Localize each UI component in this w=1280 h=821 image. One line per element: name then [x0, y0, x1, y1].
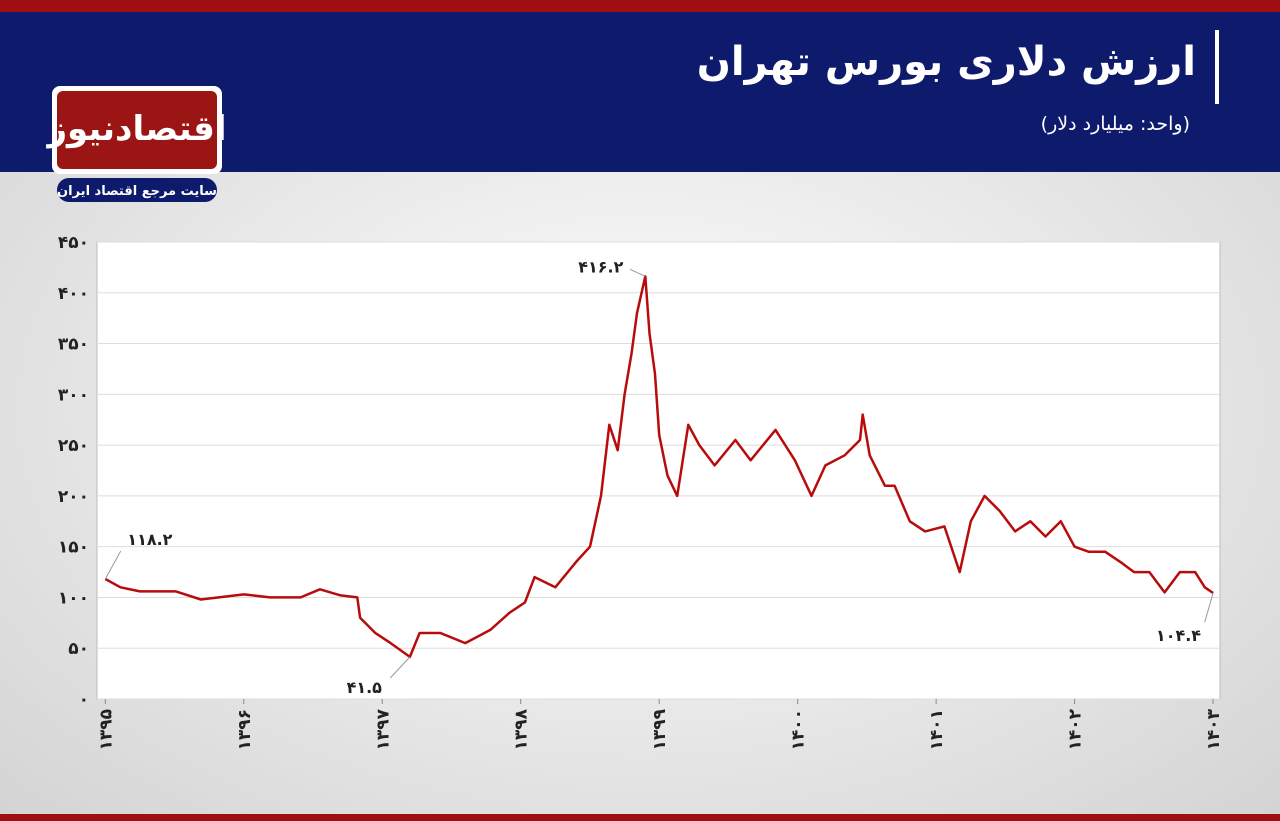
annotation-leader: [629, 268, 646, 277]
logo-text: اقتصادنیوز: [45, 109, 226, 149]
x-tick-label: ۱۴۰۳: [1204, 708, 1224, 750]
x-tick-label: ۱۳۹۵: [96, 709, 116, 751]
data-line: [104, 275, 1214, 659]
annotation: ۱۰۴.۴: [1156, 626, 1201, 645]
x-tick-label: ۱۴۰۱: [927, 709, 947, 751]
y-tick-label: ۴۰۰: [58, 284, 89, 304]
y-tick-label: ۱۵۰: [58, 538, 89, 558]
annotation: ۴۱۶.۲: [578, 257, 623, 276]
y-tick-label: ۲۰۰: [58, 487, 89, 507]
x-tick-label: ۱۳۹۸: [512, 708, 532, 750]
annotation-leader: [389, 656, 411, 679]
header-strip: [0, 0, 1280, 12]
tagline: سایت مرجع اقتصاد ایران: [57, 184, 217, 199]
title-bar: [1215, 30, 1219, 104]
annotation-leader: [104, 550, 122, 580]
x-tick-label: ۱۳۹۹: [650, 708, 670, 750]
x-tick-label: ۱۳۹۶: [235, 709, 255, 751]
y-tick-label: ۱۰۰: [58, 588, 89, 608]
logo-box: [57, 91, 217, 169]
plot-area: [96, 241, 1221, 700]
y-tick-label: ۴۵۰: [58, 233, 89, 253]
y-tick-label: ۳۰۰: [58, 385, 89, 405]
tagline-pill: [57, 178, 217, 202]
y-tick-label: ۵۰: [68, 639, 89, 659]
y-tick-label: ۳۵۰: [58, 335, 89, 355]
annotation: ۱۱۸.۲: [127, 530, 172, 549]
x-tick-label: ۱۴۰۲: [1066, 708, 1086, 750]
y-tick-label: ۲۵۰: [58, 436, 89, 456]
subtitle: (واحد: میلیارد دلار): [1041, 113, 1190, 135]
x-tick-label: ۱۳۹۷: [373, 708, 393, 750]
annotation: ۴۱.۵: [347, 678, 383, 697]
footer-strip: [0, 814, 1280, 821]
annotation-leader: [1204, 592, 1214, 623]
y-tick-label: ۰: [79, 690, 89, 710]
title: ارزش دلاری بورس تهران: [697, 39, 1196, 85]
x-tick-label: ۱۴۰۰: [789, 709, 809, 751]
